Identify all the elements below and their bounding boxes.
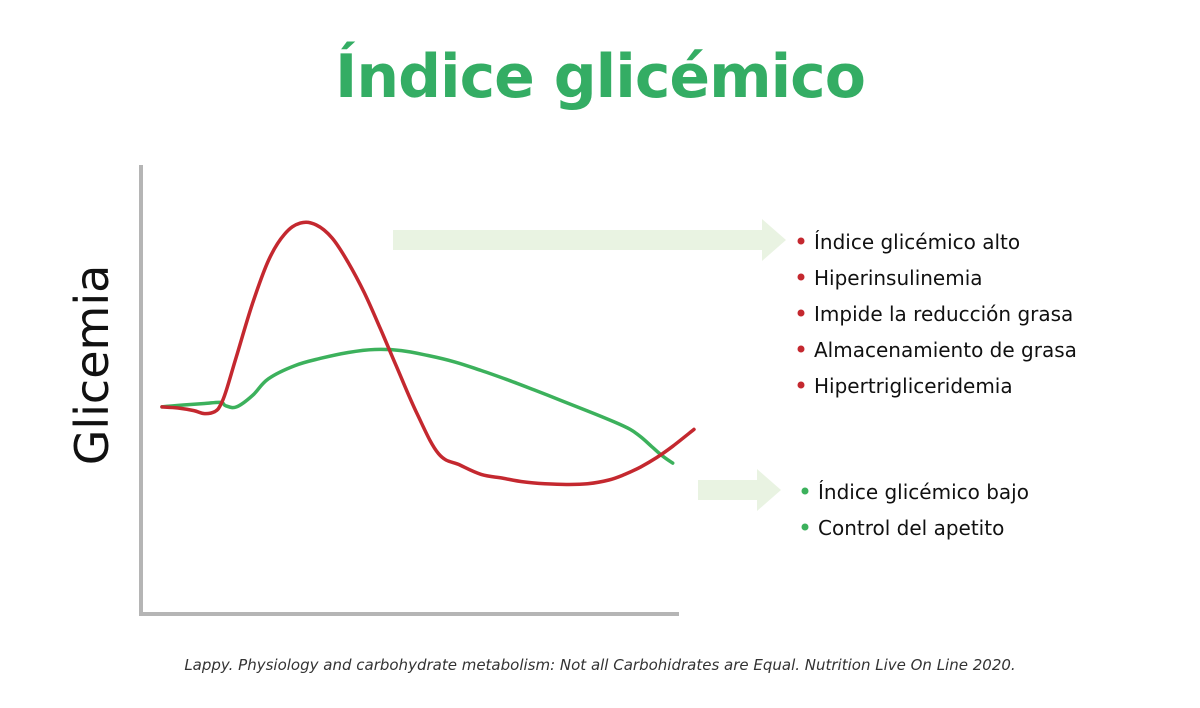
annotation-list-high-gi: Índice glicémico alto Hiperinsulinemia Imp… (797, 230, 1077, 398)
annotation-item-low-1: Control del apetito (818, 516, 1004, 540)
series-line-high-gi (160, 220, 696, 487)
bullet-high-0 (797, 237, 805, 245)
annotation-item-high-3: Almacenamiento de grasa (814, 338, 1077, 362)
series-line-low-gi (160, 347, 675, 465)
bullet-high-4 (797, 381, 805, 389)
arrow-high-gi (393, 219, 786, 261)
bullet-high-2 (797, 309, 805, 317)
y-axis-label: Glicemia (65, 265, 119, 466)
chart-title: Índice glicémico (335, 42, 866, 112)
bullet-high-3 (797, 345, 805, 353)
annotation-item-high-0: Índice glicémico alto (814, 230, 1020, 254)
annotation-list-low-gi: Índice glicémico bajo Control del apetito (801, 480, 1029, 540)
source-citation: Lappy. Physiology and carbohydrate metab… (184, 656, 1016, 674)
annotation-item-high-4: Hipertrigliceridemia (814, 374, 1013, 398)
bullet-high-1 (797, 273, 805, 281)
annotation-item-high-1: Hiperinsulinemia (814, 266, 983, 290)
bullet-low-1 (801, 523, 809, 531)
annotation-item-high-2: Impide la reducción grasa (814, 302, 1073, 326)
bullet-low-0 (801, 487, 809, 495)
arrow-low-gi (698, 469, 781, 511)
annotation-item-low-0: Índice glicémico bajo (818, 480, 1029, 504)
